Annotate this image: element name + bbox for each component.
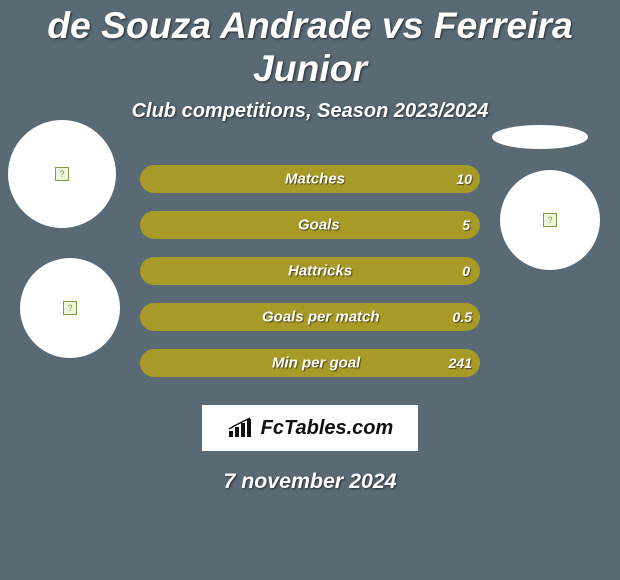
brand-chart-icon (227, 417, 253, 439)
stat-bar-goals: Goals 5 (140, 211, 480, 239)
stat-label: Min per goal (272, 355, 360, 372)
stat-label: Hattricks (288, 263, 352, 280)
stat-bar-matches: Matches 10 (140, 165, 480, 193)
stat-bars: Matches 10 Goals 5 Hattricks 0 Goals per… (140, 165, 480, 395)
avatar-right: ? (500, 170, 600, 270)
stat-value: 10 (456, 171, 472, 187)
stat-label: Matches (285, 171, 345, 188)
brand-text: FcTables.com (261, 417, 394, 440)
decorative-ellipse (492, 125, 588, 149)
stat-value: 241 (449, 355, 472, 371)
stat-bar-hattricks: Hattricks 0 (140, 257, 480, 285)
subtitle: Club competitions, Season 2023/2024 (0, 100, 620, 123)
stat-value: 0 (462, 263, 470, 279)
avatar-left-bottom: ? (20, 258, 120, 358)
page-title: de Souza Andrade vs Ferreira Junior (0, 0, 620, 90)
stat-bar-goals-per-match: Goals per match 0.5 (140, 303, 480, 331)
avatar-left-top: ? (8, 120, 116, 228)
image-placeholder-icon: ? (543, 213, 557, 227)
image-placeholder-icon: ? (55, 167, 69, 181)
stat-label: Goals per match (262, 309, 380, 326)
stat-label: Goals (298, 217, 340, 234)
stat-value: 5 (462, 217, 470, 233)
stat-bar-min-per-goal: Min per goal 241 (140, 349, 480, 377)
brand-box: FcTables.com (202, 405, 418, 451)
image-placeholder-icon: ? (63, 301, 77, 315)
stat-value: 0.5 (453, 309, 472, 325)
date-text: 7 november 2024 (0, 469, 620, 494)
